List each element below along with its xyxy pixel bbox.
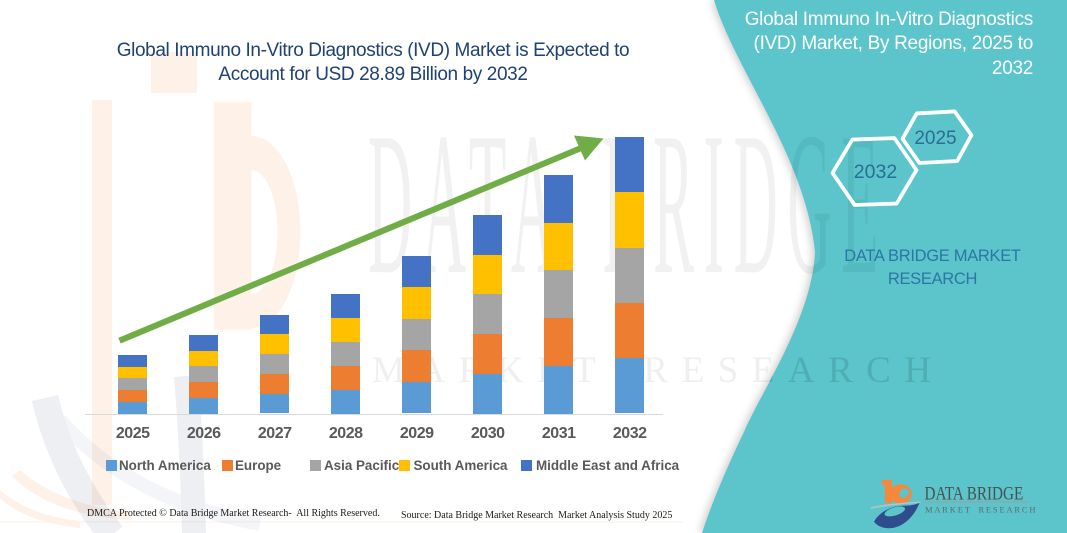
svg-text:DATA BRIDGE: DATA BRIDGE — [925, 483, 1024, 504]
svg-text:MARKET RESEARCH: MARKET RESEARCH — [925, 505, 1037, 515]
